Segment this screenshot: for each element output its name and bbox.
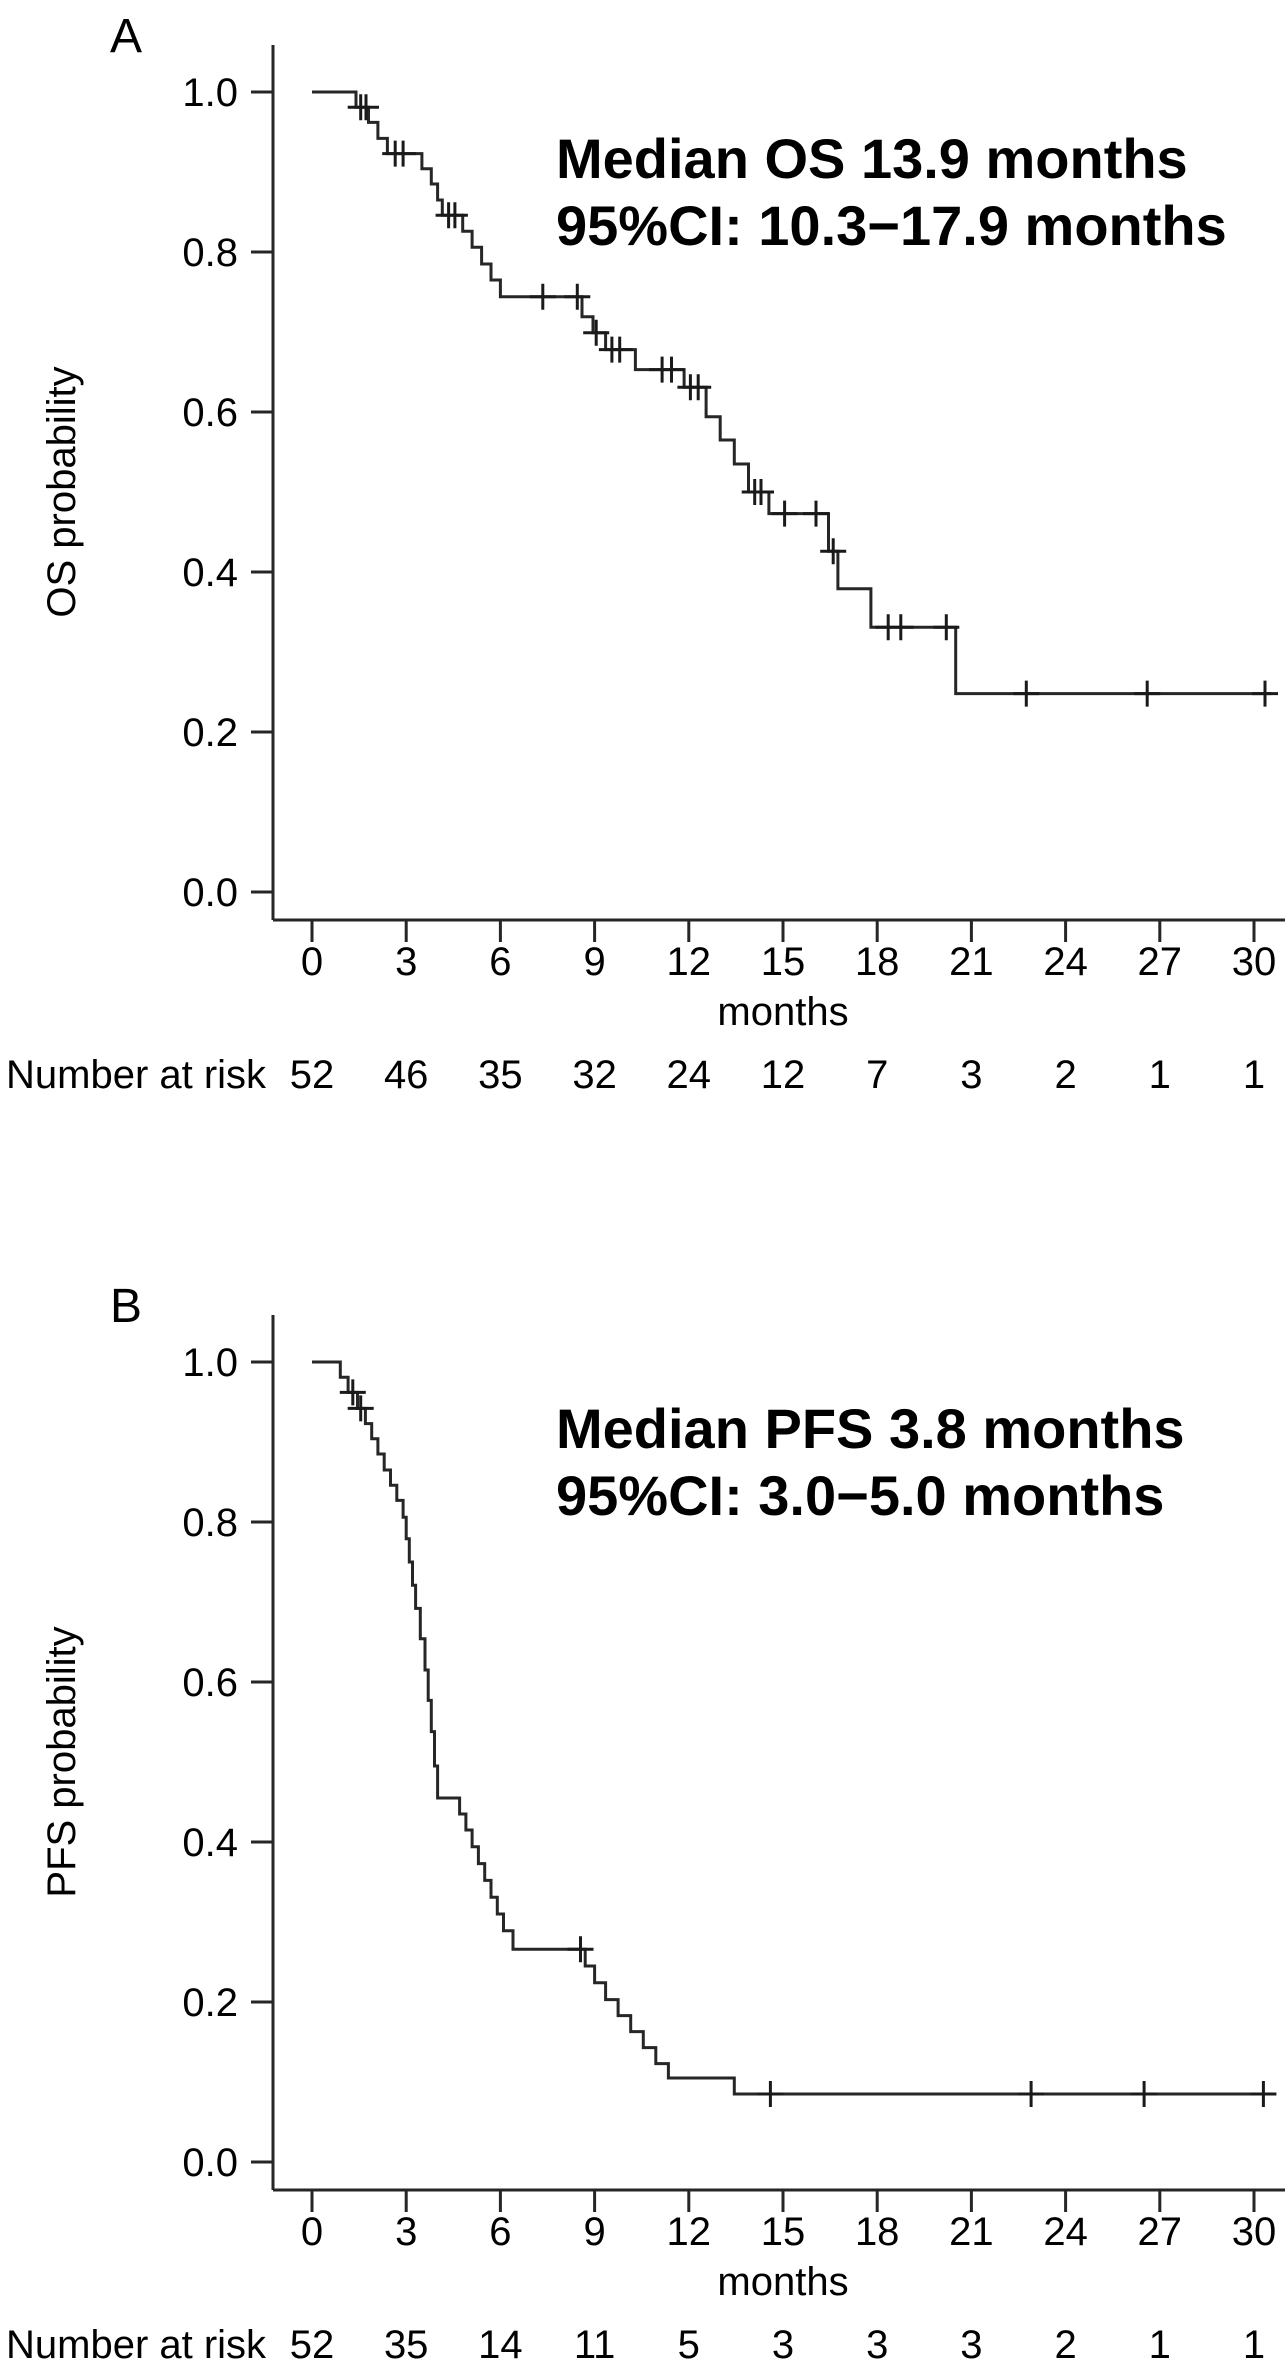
km-plot-pfs: B1.00.80.60.40.20.00 3 6 9 12 15 18 21 24 27 30PFS… xyxy=(6,1280,1285,2362)
x-tick-label: 18 xyxy=(855,2210,900,2254)
y-tick-label: 0.2 xyxy=(182,711,238,755)
number-at-risk-value: 1 xyxy=(1243,1053,1265,1097)
median-annotation-line-1: Median OS 13.9 months xyxy=(556,127,1188,190)
survival-step-curve xyxy=(312,1360,1272,2096)
number-at-risk-value: 52 xyxy=(290,1053,335,1097)
number-at-risk-value: 52 xyxy=(290,2323,335,2362)
x-tick-label: 12 xyxy=(667,2210,712,2254)
ci-annotation-line-2: 95%CI: 3.0−5.0 months xyxy=(556,1464,1164,1527)
number-at-risk-value: 14 xyxy=(478,2323,523,2362)
x-axis-title: months xyxy=(717,2260,848,2304)
censor-marks xyxy=(347,94,1278,707)
x-tick-label: 9 xyxy=(583,2210,605,2254)
x-tick-label: 0 xyxy=(301,940,323,984)
number-at-risk-label: Number at risk xyxy=(6,1053,267,1097)
y-tick-label: 0.0 xyxy=(182,871,238,915)
x-tick-label: 6 xyxy=(489,940,511,984)
number-at-risk-value: 1 xyxy=(1243,2323,1265,2362)
ci-annotation-line-2: 95%CI: 10.3−17.9 months xyxy=(556,194,1227,257)
number-at-risk-value: 3 xyxy=(772,2323,794,2362)
x-tick-label: 30 xyxy=(1232,940,1277,984)
x-tick-label: 0 xyxy=(301,2210,323,2254)
number-at-risk-value: 1 xyxy=(1149,2323,1171,2362)
x-tick-label: 3 xyxy=(395,2210,417,2254)
x-tick-label: 21 xyxy=(949,2210,994,2254)
survival-step-curve xyxy=(312,90,1272,696)
number-at-risk-value: 35 xyxy=(384,2323,429,2362)
y-tick-label: 0.8 xyxy=(182,1501,238,1545)
x-tick-label: 21 xyxy=(949,940,994,984)
number-at-risk-value: 1 xyxy=(1149,1053,1171,1097)
number-at-risk-value: 2 xyxy=(1054,1053,1076,1097)
x-tick-label: 9 xyxy=(583,940,605,984)
y-tick-label: 0.6 xyxy=(182,1661,238,1705)
number-at-risk-value: 7 xyxy=(866,1053,888,1097)
panel-B-progression-free-survival: B 1.0 0.8 0.6 0.4 0.2 0.0 0 3 6 9 12 15 18 21 24 27 30 PFS… xyxy=(0,1181,1285,2362)
number-at-risk-value: 46 xyxy=(384,1053,429,1097)
y-axis-title: PFS probability xyxy=(40,1626,84,1897)
x-tick-label: 30 xyxy=(1232,2210,1277,2254)
y-tick-label: 0.4 xyxy=(182,551,238,595)
y-tick-label: 0.4 xyxy=(182,1821,238,1865)
number-at-risk-value: 3 xyxy=(960,1053,982,1097)
x-tick-label: 24 xyxy=(1043,940,1088,984)
panel-A-overall-survival: A 1.0 0.8 0.6 0.4 0.2 0.0 0 3 6 9 12 15 18 21 24 27 30 OS … xyxy=(6,10,1285,1097)
number-at-risk-value: 3 xyxy=(866,2323,888,2362)
km-plot-os: A1.00.80.60.40.20.00 3 6 9 12 15 18 21 24 27 30OS … xyxy=(6,10,1285,1097)
number-at-risk-value: 24 xyxy=(667,1053,712,1097)
x-tick-label: 6 xyxy=(489,2210,511,2254)
number-at-risk-value: 35 xyxy=(478,1053,523,1097)
number-at-risk-value: 2 xyxy=(1054,2323,1076,2362)
y-tick-label: 0.8 xyxy=(182,231,238,275)
number-at-risk-value: 5 xyxy=(678,2323,700,2362)
number-at-risk-label: Number at risk xyxy=(6,2323,267,2362)
x-tick-label: 27 xyxy=(1138,940,1183,984)
number-at-risk-value: 3 xyxy=(960,2323,982,2362)
y-tick-label: 0.0 xyxy=(182,2141,238,2185)
x-tick-label: 15 xyxy=(761,940,806,984)
median-annotation-line-1: Median PFS 3.8 months xyxy=(556,1397,1185,1460)
y-tick-label: 1.0 xyxy=(182,71,238,115)
censor-marks xyxy=(339,1379,1277,2107)
y-tick-label: 1.0 xyxy=(182,1341,238,1385)
y-axis-title: OS probability xyxy=(40,366,84,617)
number-at-risk-value: 12 xyxy=(761,1053,806,1097)
x-tick-label: 24 xyxy=(1043,2210,1088,2254)
x-tick-label: 3 xyxy=(395,940,417,984)
x-tick-label: 18 xyxy=(855,940,900,984)
y-tick-label: 0.6 xyxy=(182,391,238,435)
x-tick-label: 27 xyxy=(1138,2210,1183,2254)
x-axis-title: months xyxy=(717,990,848,1034)
panel-letter: B xyxy=(110,1280,142,1333)
y-tick-label: 0.2 xyxy=(182,1981,238,2025)
x-tick-label: 15 xyxy=(761,2210,806,2254)
number-at-risk-value: 11 xyxy=(574,2323,616,2362)
number-at-risk-value: 32 xyxy=(572,1053,617,1097)
panel-letter: A xyxy=(110,10,142,63)
x-tick-label: 12 xyxy=(667,940,712,984)
